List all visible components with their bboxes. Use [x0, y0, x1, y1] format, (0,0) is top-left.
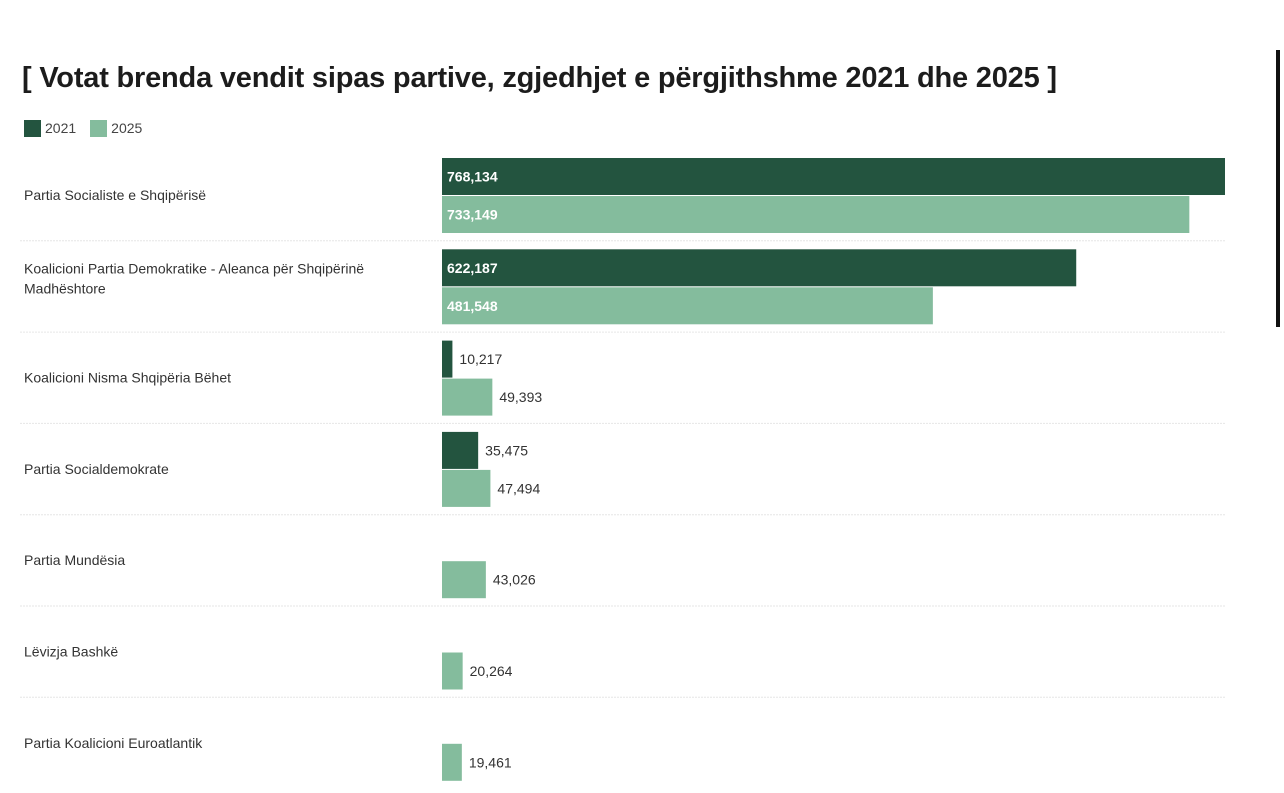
bar-2025 [442, 196, 1190, 233]
legend-label-2025: 2025 [111, 120, 143, 136]
data-label-2021: 10,217 [459, 351, 502, 367]
bar-2025 [442, 469, 491, 507]
bar-2021 [442, 158, 1225, 195]
chart-title: [ Votat brenda vendit sipas partive, zgj… [22, 62, 1057, 94]
data-label-2025: 47,494 [497, 480, 540, 496]
legend-label-2021: 2021 [45, 120, 77, 136]
bar-2025 [442, 743, 462, 781]
bar-2021 [442, 340, 453, 378]
data-label-2025: 19,461 [469, 754, 512, 770]
data-label-2025: 20,264 [470, 663, 513, 679]
bar-2025 [442, 378, 493, 416]
category-label: Partia Koalicioni Euroatlantik [24, 735, 203, 751]
legend: 2021 2025 [24, 118, 156, 138]
category-label: Lëvizja Bashkë [24, 644, 118, 660]
bar-2021 [442, 431, 479, 469]
legend-swatch-2025 [90, 119, 108, 137]
data-label-2021: 35,475 [485, 442, 528, 458]
legend-swatch-2021 [24, 119, 41, 137]
data-label-2025: 481,548 [447, 298, 498, 314]
data-label-2025: 49,393 [499, 389, 542, 405]
data-label-2021: 768,134 [447, 169, 498, 185]
bar-2025 [442, 561, 486, 599]
category-label: Partia Socialdemokrate [24, 461, 169, 477]
bar-2025 [442, 287, 933, 325]
category-label: Koalicioni Partia Demokratike - Aleanca … [24, 260, 364, 296]
data-label-2021: 622,187 [447, 260, 498, 276]
bar-2025 [442, 652, 463, 690]
legend-item-2021: 2021 [24, 119, 77, 137]
data-label-2025: 43,026 [493, 572, 536, 588]
edge-divider [1276, 50, 1280, 327]
category-label: Koalicioni Nisma Shqipëria Bëhet [24, 370, 231, 386]
bar-2021 [442, 249, 1077, 287]
data-label-2025: 733,149 [447, 207, 498, 223]
category-label: Partia Mundësia [24, 552, 125, 568]
legend-item-2025: 2025 [90, 119, 143, 137]
category-label: Partia Socialiste e Shqipërisë [24, 187, 206, 203]
